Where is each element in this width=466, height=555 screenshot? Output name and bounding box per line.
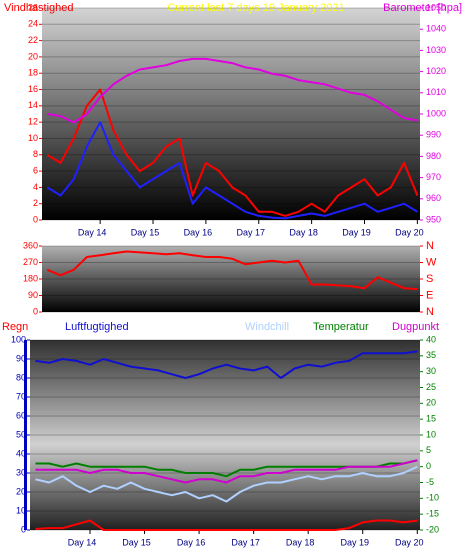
y-tick-label: 26 bbox=[28, 2, 38, 12]
y-tick-label: 6 bbox=[33, 165, 38, 175]
y-tick-label: 2 bbox=[33, 198, 38, 208]
y2-tick-label: 20 bbox=[426, 398, 436, 408]
y-axis-title: Vindhastighed bbox=[4, 2, 74, 14]
x-tick-label: Day 18 bbox=[286, 537, 315, 547]
y-tick-label: 24 bbox=[28, 19, 38, 29]
legend-label: Dugpunkt bbox=[392, 321, 439, 333]
y-tick-label: 8 bbox=[33, 149, 38, 159]
legend-label: Luftfugtighed bbox=[65, 321, 129, 333]
y-tick-label: 10 bbox=[28, 133, 38, 143]
x-tick-label: Day 14 bbox=[68, 537, 97, 547]
y-tick-label: 0 bbox=[33, 306, 38, 316]
y2-tick-label: -15 bbox=[426, 509, 439, 519]
x-tick-label: Day 16 bbox=[177, 537, 206, 547]
panel-direction bbox=[42, 246, 420, 312]
series-line bbox=[46, 88, 419, 217]
y2-tick-label: 30 bbox=[426, 366, 436, 376]
y2-tick-label: E bbox=[426, 289, 433, 301]
y-tick-label: 20 bbox=[28, 51, 38, 61]
y-tick-label: 16 bbox=[28, 84, 38, 94]
y2-tick-label: 1040 bbox=[426, 24, 446, 34]
series-line bbox=[35, 519, 418, 531]
x-tick-label: Day 18 bbox=[289, 227, 318, 237]
series-line bbox=[35, 350, 418, 379]
y-tick-label: 270 bbox=[23, 257, 38, 267]
y2-tick-label: 950 bbox=[426, 214, 441, 224]
y2-tick-label: 1000 bbox=[426, 108, 446, 118]
y-tick-label: 12 bbox=[28, 117, 38, 127]
rain-gauge-bar bbox=[24, 340, 27, 530]
y2-tick-label: W bbox=[426, 256, 437, 268]
series-line bbox=[46, 121, 418, 220]
y-tick-label: 180 bbox=[23, 273, 38, 283]
chart-title: Current last 7 days 19 January 2021 bbox=[167, 2, 344, 14]
y2-tick-label: N bbox=[426, 306, 434, 318]
x-tick-label: Day 15 bbox=[131, 227, 160, 237]
y2-tick-label: 1030 bbox=[426, 45, 446, 55]
y2-tick-label: 980 bbox=[426, 151, 441, 161]
y2-tick-label: -5 bbox=[426, 477, 434, 487]
y2-tick-label: 990 bbox=[426, 130, 441, 140]
y2-tick-label: 40 bbox=[426, 334, 436, 344]
y2-tick-label: 35 bbox=[426, 350, 436, 360]
y-tick-label: 0 bbox=[33, 214, 38, 224]
panel-climate bbox=[30, 340, 420, 530]
series-line bbox=[35, 465, 418, 503]
y-tick-label: 60 bbox=[16, 410, 26, 420]
y2-tick-label: 960 bbox=[426, 193, 441, 203]
y-tick-label: 14 bbox=[28, 100, 38, 110]
y2-tick-label: 970 bbox=[426, 172, 441, 182]
x-tick-label: Day 19 bbox=[342, 227, 371, 237]
legend-label: Regn bbox=[2, 321, 28, 333]
y-tick-label: 50 bbox=[16, 429, 26, 439]
y2-tick-label: 15 bbox=[426, 414, 436, 424]
series-line bbox=[35, 459, 418, 484]
y2-tick-label: 10 bbox=[426, 429, 436, 439]
legend-label: Temperatur bbox=[313, 321, 369, 333]
y2-tick-label: 0 bbox=[426, 461, 431, 471]
y-tick-label: 0 bbox=[21, 524, 26, 534]
x-tick-label: Day 17 bbox=[236, 227, 265, 237]
y-tick-label: 90 bbox=[16, 353, 26, 363]
y-tick-label: 4 bbox=[33, 182, 38, 192]
y-tick-label: 40 bbox=[16, 448, 26, 458]
y2-tick-label: N bbox=[426, 240, 434, 252]
legend-label: Windchill bbox=[245, 321, 289, 333]
y2-tick-label: 25 bbox=[426, 382, 436, 392]
x-tick-label: Day 15 bbox=[122, 537, 151, 547]
x-tick-label: Day 20 bbox=[395, 537, 424, 547]
y-tick-label: 100 bbox=[11, 334, 26, 344]
series-line bbox=[47, 57, 418, 124]
series-line bbox=[46, 250, 418, 291]
y2-tick-label: 1010 bbox=[426, 87, 446, 97]
y-tick-label: 80 bbox=[16, 372, 26, 382]
y-tick-label: 70 bbox=[16, 391, 26, 401]
x-tick-label: Day 16 bbox=[184, 227, 213, 237]
x-tick-label: Day 20 bbox=[395, 227, 424, 237]
y2-tick-label: 1020 bbox=[426, 66, 446, 76]
y2-tick-label: 1050 bbox=[426, 2, 446, 12]
y2-tick-label: 5 bbox=[426, 445, 431, 455]
x-tick-label: Day 19 bbox=[340, 537, 369, 547]
x-tick-label: Day 17 bbox=[231, 537, 260, 547]
y-tick-label: 30 bbox=[16, 467, 26, 477]
y2-tick-label: S bbox=[426, 273, 433, 285]
y2-tick-label: -10 bbox=[426, 493, 439, 503]
y-tick-label: 360 bbox=[23, 240, 38, 250]
y-tick-label: 22 bbox=[28, 35, 38, 45]
y-tick-label: 90 bbox=[28, 290, 38, 300]
panel-wind bbox=[42, 8, 420, 220]
x-tick-label: Day 14 bbox=[78, 227, 107, 237]
y-tick-label: 20 bbox=[16, 486, 26, 496]
y-tick-label: 18 bbox=[28, 68, 38, 78]
y2-tick-label: -20 bbox=[426, 524, 439, 534]
y-tick-label: 10 bbox=[16, 505, 26, 515]
